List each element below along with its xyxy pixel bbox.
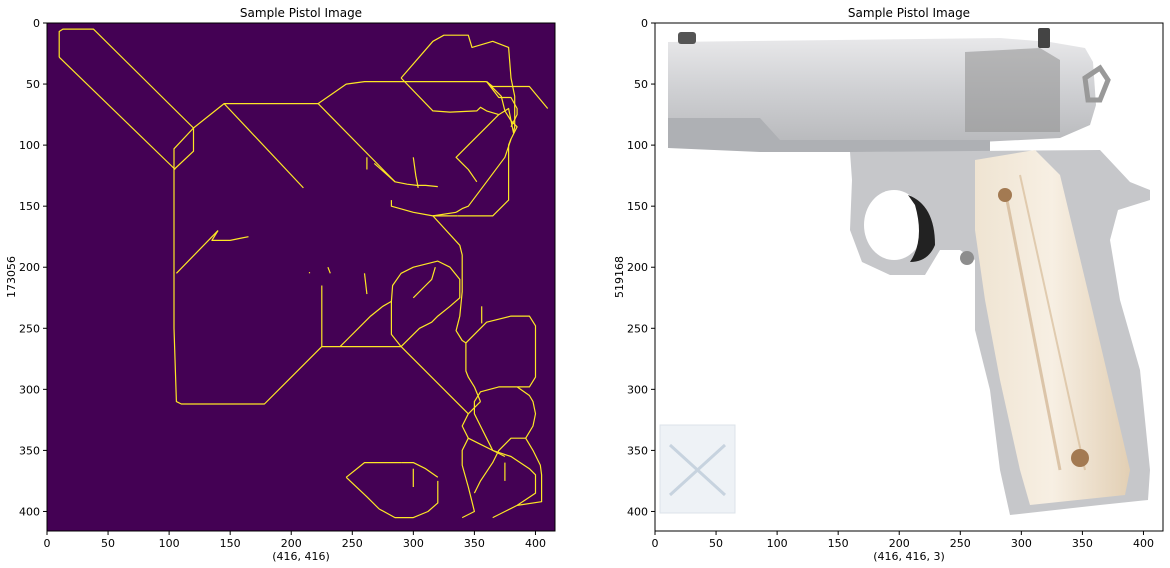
edge-map-x-tick-label: 0 <box>44 537 51 550</box>
pistol-photo-x-tick-label: 50 <box>709 537 723 550</box>
edge-line <box>400 346 469 415</box>
edge-line <box>345 476 439 519</box>
pistol-photo-y-tick-label: 250 <box>627 322 648 335</box>
edge-map-y-tick-label: 100 <box>19 139 40 152</box>
edge-map-x-tick-label: 150 <box>220 537 241 550</box>
edge-map-y-tick-label: 150 <box>19 200 40 213</box>
edge-line <box>317 80 487 105</box>
edge-line <box>175 230 219 274</box>
pistol-photo-x-tick-label: 0 <box>652 537 659 550</box>
edge-map-y-tick-label: 350 <box>19 444 40 457</box>
pistol-photo-title: Sample Pistol Image <box>848 6 970 20</box>
pistol-photo-y-tick-label: 400 <box>627 505 648 518</box>
edge-map-y-tick-label: 200 <box>19 261 40 274</box>
edge-line <box>390 200 458 217</box>
edge-line <box>173 128 195 170</box>
pistol-photo-y-tick-label: 300 <box>627 383 648 396</box>
edge-line <box>465 315 537 388</box>
edge-map-x-label: (416, 416) <box>272 550 330 563</box>
pistol-photo-x-tick-label: 250 <box>950 537 971 550</box>
pistol-photo-y-tick-label: 100 <box>627 139 648 152</box>
edge-lines <box>58 28 549 519</box>
edge-line <box>327 266 331 274</box>
edge-map-x-tick-label: 50 <box>101 537 115 550</box>
edge-line <box>473 386 518 458</box>
edge-line <box>317 103 438 188</box>
edge-line <box>58 28 402 405</box>
edge-line <box>339 300 392 348</box>
edge-line <box>363 273 368 295</box>
pistol-photo-y-label: 519168 <box>613 256 626 298</box>
edge-map-y-tick-label: 0 <box>33 17 40 30</box>
pistol-photo-x-ticks: 0 50 100 150 200 250 300 350 400 <box>652 531 1154 550</box>
edge-line <box>412 267 436 299</box>
edge-map-y-tick-label: 400 <box>19 505 40 518</box>
pistol-photo-x-tick-label: 350 <box>1072 537 1093 550</box>
edge-map-y-tick-label: 250 <box>19 322 40 335</box>
pistol-photo-x-tick-label: 100 <box>767 537 788 550</box>
edge-map-y-tick-label: 50 <box>26 78 40 91</box>
edge-line <box>486 81 518 128</box>
edge-line <box>373 162 396 183</box>
edge-line <box>345 462 402 478</box>
edge-line <box>461 401 493 451</box>
edge-line <box>516 386 537 439</box>
edge-line <box>223 103 304 189</box>
edge-line <box>473 437 526 494</box>
pistol-photo-y-tick-label: 200 <box>627 261 648 274</box>
edge-line <box>457 138 512 217</box>
edge-map-x-tick-label: 200 <box>281 537 302 550</box>
edge-line <box>412 157 419 189</box>
pistol-photo-y-tick-label: 350 <box>627 444 648 457</box>
edge-line <box>455 114 500 183</box>
edge-line <box>432 215 467 344</box>
edge-line <box>211 230 249 241</box>
edge-map-frame <box>46 22 556 532</box>
pistol-photo-frame <box>654 22 1164 532</box>
pistol-photo-y-tick-label: 150 <box>627 200 648 213</box>
edge-line <box>193 102 319 129</box>
edge-map-y-ticks: 0 50 100 150 200 250 300 350 400 <box>19 17 47 518</box>
edge-line <box>517 437 543 506</box>
edge-map-x-tick-label: 350 <box>464 537 485 550</box>
edge-line <box>401 462 439 478</box>
edge-map-panel: Sample Pistol Image 0 50 100 150 200 250 300 35… <box>5 6 556 563</box>
pistol-photo-x-tick-label: 400 <box>1133 537 1154 550</box>
pistol-photo-x-label: (416, 416, 3) <box>873 550 945 563</box>
pistol-photo-image <box>659 28 1150 515</box>
edge-map-y-tick-label: 300 <box>19 383 40 396</box>
edge-line <box>492 449 537 519</box>
edge-line <box>390 260 461 348</box>
pistol-photo-y-ticks: 0 50 100 150 200 250 300 350 400 <box>627 17 655 518</box>
edge-map-x-tick-label: 250 <box>342 537 363 550</box>
pistol-photo-x-tick-label: 300 <box>1011 537 1032 550</box>
edge-map-x-ticks: 0 50 100 150 200 250 300 350 400 <box>44 531 546 550</box>
edge-map-y-label: 173056 <box>5 256 18 298</box>
edge-map-title: Sample Pistol Image <box>240 6 362 20</box>
pistol-photo-y-tick-label: 50 <box>634 78 648 91</box>
edge-line <box>58 56 176 170</box>
edge-map-x-tick-label: 400 <box>525 537 546 550</box>
edge-line <box>461 437 475 519</box>
pistol-photo-x-tick-label: 200 <box>889 537 910 550</box>
edge-line <box>465 342 482 402</box>
pistol-photo-y-tick-label: 0 <box>641 17 648 30</box>
edge-line <box>432 211 457 217</box>
pistol-photo-panel: Sample Pistol Image <box>613 6 1164 563</box>
edge-map-x-tick-label: 100 <box>159 537 180 550</box>
edge-line <box>400 34 516 134</box>
edge-map-image <box>47 23 555 531</box>
edge-map-x-tick-label: 300 <box>403 537 424 550</box>
pistol-photo-x-tick-label: 150 <box>828 537 849 550</box>
